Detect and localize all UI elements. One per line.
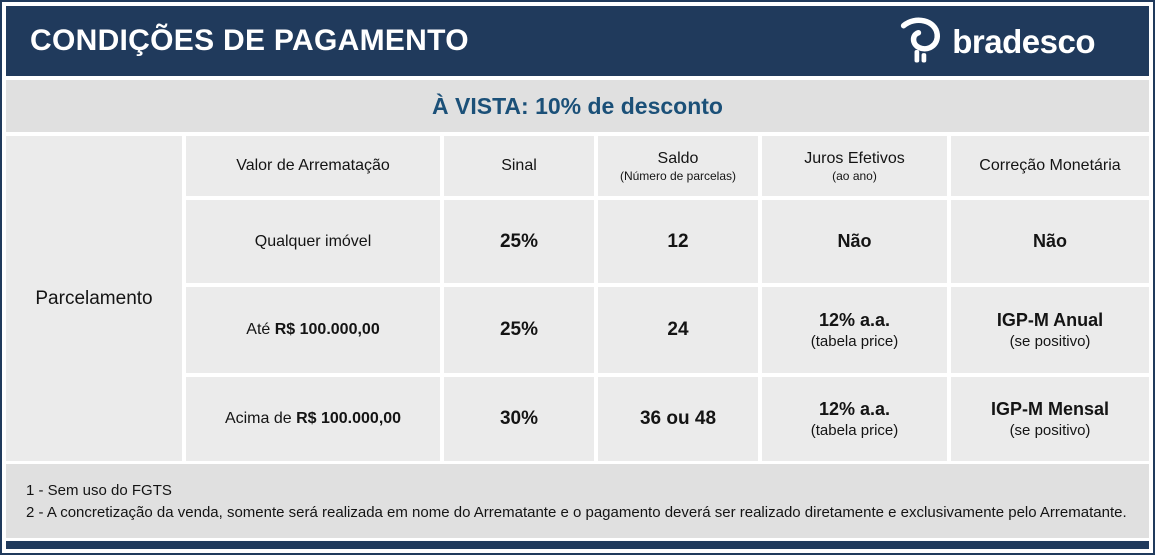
page-title: CONDIÇÕES DE PAGAMENTO: [30, 24, 469, 57]
avista-banner: À VISTA: 10% de desconto: [6, 80, 1149, 132]
table-cell-saldo-row1: 12: [598, 200, 758, 283]
column-header-saldo-sublabel: (Número de parcelas): [619, 168, 737, 183]
conditions-table: Parcelamento Valor de Arrematação Sinal …: [6, 136, 1149, 461]
table-cell-juros-row3: 12% a.a. (tabela price): [762, 377, 947, 461]
sinal-value: 30%: [499, 408, 539, 429]
table-cell-sinal-row2: 25%: [444, 287, 594, 373]
juros-subvalue: (tabela price): [810, 332, 899, 350]
column-header-correcao-label: Correção Monetária: [979, 157, 1121, 174]
bradesco-tree-icon: [895, 14, 945, 69]
column-header-juros: Juros Efetivos (ao ano): [762, 136, 947, 196]
juros-value: 12% a.a.: [818, 398, 891, 419]
valor-text: Acima de: [224, 410, 297, 427]
table-cell-correcao-row1: Não: [951, 200, 1149, 283]
valor-text: Até: [246, 321, 275, 338]
table-cell-juros-row2: 12% a.a. (tabela price): [762, 287, 947, 373]
juros-subvalue: (tabela price): [810, 421, 899, 439]
bottom-navy-bar: [6, 541, 1149, 549]
table-cell-correcao-row2: IGP-M Anual (se positivo): [951, 287, 1149, 373]
correcao-value: Não: [1032, 230, 1067, 251]
valor-amount: R$ 100.000,00: [296, 410, 402, 427]
juros-value: 12% a.a.: [818, 309, 891, 330]
column-header-juros-label: Juros Efetivos: [804, 149, 905, 167]
sinal-value: 25%: [499, 319, 539, 340]
table-cell-valor-row2: Até R$ 100.000,00: [186, 287, 440, 373]
table-cell-sinal-row1: 25%: [444, 200, 594, 283]
table-cell-juros-row1: Não: [762, 200, 947, 283]
table-cell-correcao-row3: IGP-M Mensal (se positivo): [951, 377, 1149, 461]
table-cell-valor-row3: Acima de R$ 100.000,00: [186, 377, 440, 461]
footnote-2: 2 - A concretização da venda, somente se…: [26, 503, 1127, 521]
column-header-saldo-label: Saldo: [657, 149, 699, 167]
correcao-subvalue: (se positivo): [1009, 332, 1091, 350]
valor-text: Qualquer imóvel: [254, 232, 372, 250]
correcao-value: IGP-M Mensal: [990, 398, 1110, 419]
column-header-valor-label: Valor de Arrematação: [236, 157, 390, 174]
correcao-value: IGP-M Anual: [996, 309, 1104, 330]
column-header-sinal: Sinal: [444, 136, 594, 196]
correcao-subvalue: (se positivo): [1009, 421, 1091, 439]
column-header-correcao: Correção Monetária: [951, 136, 1149, 196]
sinal-value: 25%: [499, 230, 539, 252]
table-cell-saldo-row2: 24: [598, 287, 758, 373]
column-header-valor: Valor de Arrematação: [186, 136, 440, 196]
column-header-sinal-label: Sinal: [501, 157, 537, 174]
header-bar: CONDIÇÕES DE PAGAMENTO bradesco: [6, 6, 1149, 76]
column-header-saldo: Saldo (Número de parcelas): [598, 136, 758, 196]
footnote-1: 1 - Sem uso do FGTS: [26, 481, 172, 499]
saldo-value: 36 ou 48: [639, 408, 717, 429]
avista-banner-text: À VISTA: 10% de desconto: [432, 92, 723, 119]
table-cell-sinal-row3: 30%: [444, 377, 594, 461]
table-cell-saldo-row3: 36 ou 48: [598, 377, 758, 461]
bradesco-logo: bradesco: [895, 14, 1095, 69]
footnotes: 1 - Sem uso do FGTS 2 - A concretização …: [6, 464, 1149, 538]
table-cell-valor-row1: Qualquer imóvel: [186, 200, 440, 283]
saldo-value: 12: [667, 230, 689, 252]
saldo-value: 24: [667, 319, 689, 340]
column-header-juros-sublabel: (ao ano): [832, 168, 877, 183]
bradesco-wordmark: bradesco: [952, 22, 1095, 60]
row-group-label-parcelamento: Parcelamento: [6, 136, 182, 461]
juros-value: Não: [837, 230, 872, 251]
valor-amount: R$ 100.000,00: [274, 321, 380, 338]
